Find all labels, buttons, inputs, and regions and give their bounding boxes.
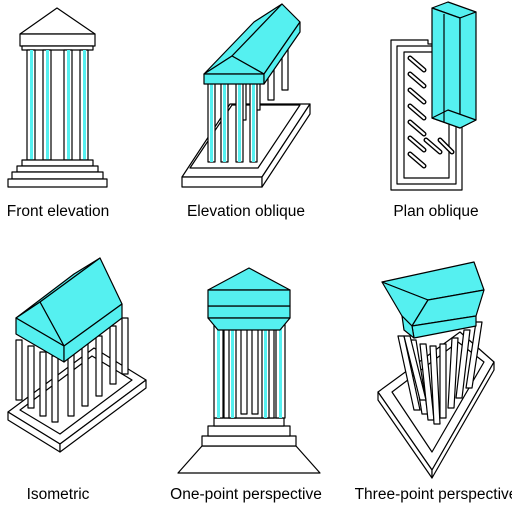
temple-front-elevation [7,7,108,188]
label-front-elevation: Front elevation [6,203,110,220]
temple-elevation-oblique [181,3,311,188]
temple-plan-oblique [390,1,477,191]
temple-isometric [7,257,147,453]
label-plan-oblique: Plan oblique [393,203,479,220]
label-isometric: Isometric [26,486,90,503]
temple-three-point-perspective [377,261,495,479]
label-one-point-perspective: One-point perspective [170,486,322,503]
temple-one-point-perspective [177,267,321,474]
label-three-point-perspective: Three-point perspective [354,486,512,503]
label-elevation-oblique: Elevation oblique [186,203,306,220]
